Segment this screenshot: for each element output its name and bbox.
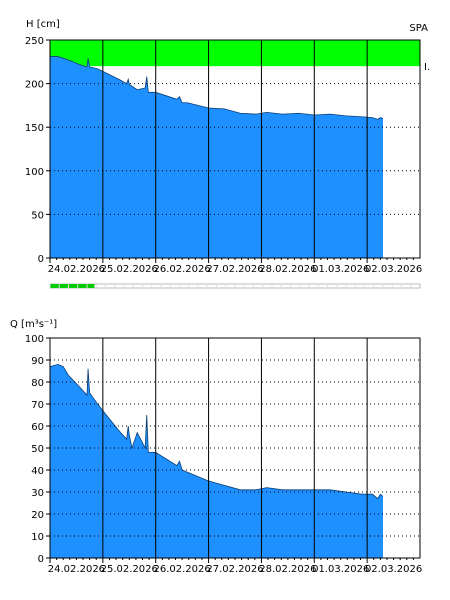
x-tick-label: 01.03.2026	[312, 564, 369, 575]
series-area	[50, 56, 383, 259]
y-tick-label: 150	[25, 123, 44, 134]
x-tick-label: 28.02.2026	[259, 264, 316, 275]
y-tick-label: 80	[31, 378, 44, 389]
x-tick-label: 02.03.2026	[365, 264, 422, 275]
y-tick-label: 50	[31, 444, 44, 455]
y-tick-label: 30	[31, 488, 44, 499]
series-line	[50, 56, 384, 120]
x-tick-label: 26.02.2026	[154, 564, 211, 575]
y-tick-label: 20	[31, 510, 44, 521]
plot-frame	[49, 39, 421, 259]
y-tick-label: 50	[31, 210, 44, 221]
x-tick-label: 26.02.2026	[154, 264, 211, 275]
y-tick-label: 70	[31, 400, 44, 411]
x-tick-label: 27.02.2026	[206, 264, 263, 275]
y-axis-label: H [cm]	[26, 19, 60, 30]
x-tick-label: 02.03.2026	[365, 564, 422, 575]
warning-band-label: I.	[424, 62, 430, 73]
x-tick-label: 01.03.2026	[312, 264, 369, 275]
y-tick-label: 60	[31, 422, 44, 433]
x-tick-label: 28.02.2026	[259, 564, 316, 575]
warning-band	[50, 40, 420, 67]
x-tick-label: 27.02.2026	[206, 564, 263, 575]
y-tick-label: 90	[31, 356, 44, 367]
y-axis-label: Q [m³s⁻¹]	[10, 319, 57, 330]
y-tick-label: 200	[25, 80, 44, 91]
water-level-chart: H [cm] SPA I. 0 50 100 150 200 250 24.02.202625.0…	[25, 19, 430, 289]
x-tick-label: 25.02.2026	[101, 564, 158, 575]
plot-frame	[49, 337, 421, 559]
y-tick-label: 250	[25, 36, 44, 47]
time-slider-fill	[50, 284, 95, 288]
x-tick-label: 25.02.2026	[101, 264, 158, 275]
station-label: SPA	[409, 23, 428, 34]
y-tick-label: 100	[25, 334, 44, 345]
series-line	[49, 363, 384, 500]
y-tick-label: 0	[38, 254, 44, 265]
y-tick-label: 100	[25, 167, 44, 178]
y-tick-label: 10	[31, 532, 44, 543]
y-tick-label: 0	[38, 554, 44, 565]
discharge-chart: Q [m³s⁻¹] 0 10 20 30 40 50 60 70 80 90 100 24.02.202…	[10, 319, 422, 575]
x-tick-label: 24.02.2026	[48, 264, 105, 275]
x-tick-label: 24.02.2026	[48, 564, 105, 575]
y-tick-label: 40	[31, 466, 44, 477]
series-area	[50, 364, 383, 558]
